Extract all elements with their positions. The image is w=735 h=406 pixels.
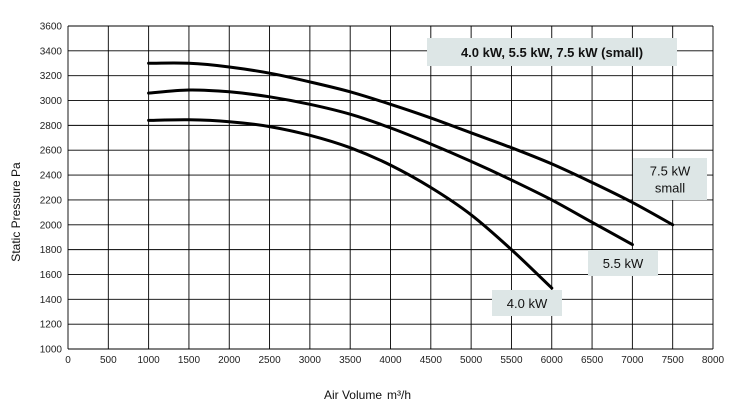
y-tick-label: 1000	[40, 345, 63, 356]
x-tick-label: 6000	[541, 355, 564, 366]
legend-box: 4.0 kW, 5.5 kW, 7.5 kW (small)	[427, 38, 677, 66]
series-label-text: 7.5 kW	[650, 164, 691, 179]
x-tick-label: 1500	[178, 355, 201, 366]
x-axis-unit: m³/h	[387, 388, 411, 402]
y-tick-label: 2400	[40, 171, 63, 182]
x-tick-label: 3000	[299, 355, 322, 366]
y-tick-label: 2600	[40, 146, 63, 157]
y-tick-label: 1400	[40, 295, 63, 306]
x-axis-title: Air Volume	[324, 388, 382, 402]
x-tick-label: 6500	[581, 355, 604, 366]
series-label-text: 5.5 kW	[603, 256, 644, 271]
y-tick-label: 1800	[40, 245, 63, 256]
y-tick-label: 2800	[40, 121, 63, 132]
series-label-2: 7.5 kW small	[633, 158, 707, 200]
y-tick-label: 1600	[40, 270, 63, 281]
x-tick-label: 3500	[339, 355, 362, 366]
y-tick-label: 2000	[40, 220, 63, 231]
series-label-0: 4.0 kW	[492, 290, 562, 316]
series-line-1	[147, 88, 634, 247]
x-tick-label: 2000	[218, 355, 241, 366]
x-tick-label: 5500	[500, 355, 523, 366]
x-tick-label: 0	[65, 355, 71, 366]
y-tick-label: 3000	[40, 96, 63, 107]
y-tick-label: 3200	[40, 71, 63, 82]
x-tick-label: 500	[100, 355, 117, 366]
series-label-bg	[633, 158, 707, 200]
x-tick-label: 1000	[138, 355, 161, 366]
series-line-0	[147, 118, 554, 290]
x-tick-label: 4000	[379, 355, 402, 366]
series-label-bg	[588, 250, 658, 276]
series-label-text: 4.0 kW	[507, 296, 548, 311]
x-tick-label: 7500	[662, 355, 685, 366]
series-label-text: small	[655, 181, 685, 196]
tick-labels: 0 500 1000 1500 2000 2500 3000 3500 4000 4500 5000…	[40, 22, 725, 367]
series-label-1: 5.5 kW	[588, 250, 658, 276]
y-axis-title: Static Pressure Pa	[9, 162, 23, 262]
curves	[147, 61, 675, 290]
legend-title: 4.0 kW, 5.5 kW, 7.5 kW (small)	[461, 45, 643, 60]
y-tick-label: 2200	[40, 195, 63, 206]
x-tick-label: 7000	[621, 355, 644, 366]
legend-box-bg	[427, 38, 677, 66]
y-tick-label: 3400	[40, 46, 63, 57]
y-tick-label: 3600	[40, 22, 63, 33]
series-label-bg	[492, 290, 562, 316]
x-tick-label: 8000	[702, 355, 725, 366]
series-line-2	[147, 61, 675, 227]
x-tick-label: 2500	[258, 355, 281, 366]
y-tick-label: 1200	[40, 320, 63, 331]
x-tick-label: 4500	[420, 355, 443, 366]
series-labels: 4.0 kW 5.5 kW 7.5 kW small	[492, 158, 707, 316]
x-tick-label: 5000	[460, 355, 483, 366]
